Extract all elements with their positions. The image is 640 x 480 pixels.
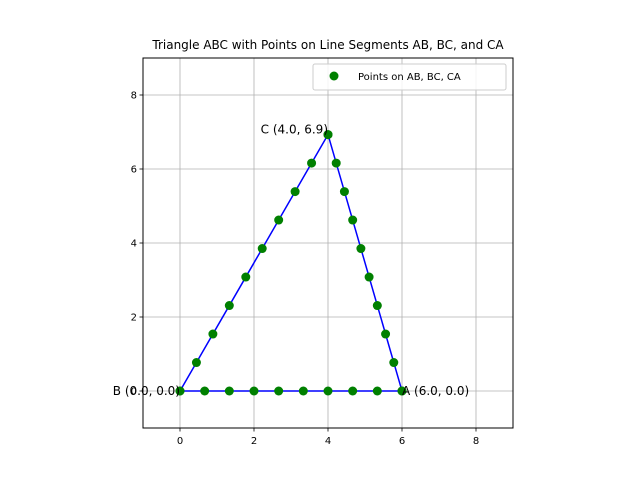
data-point	[224, 386, 234, 396]
data-point	[290, 187, 300, 197]
vertex-label-c: C (4.0, 6.9)	[261, 123, 328, 137]
x-tick-label: 2	[251, 436, 257, 447]
x-tick-label: 8	[473, 436, 479, 447]
data-point	[331, 158, 341, 168]
axis-ticks: 0 2 4 6 8 0 2 4 6 8	[131, 91, 480, 448]
data-point	[381, 329, 391, 339]
data-point	[298, 386, 308, 396]
y-tick-label: 2	[131, 313, 137, 324]
data-point	[257, 244, 267, 254]
data-point	[323, 130, 333, 140]
legend-marker	[329, 71, 339, 81]
data-point	[208, 329, 218, 339]
data-point	[175, 386, 185, 396]
data-point	[372, 301, 382, 311]
data-point	[356, 244, 366, 254]
y-tick-label: 6	[131, 165, 137, 176]
data-point	[241, 272, 251, 282]
scatter-points	[175, 130, 407, 396]
vertex-label-a: A (6.0, 0.0)	[402, 384, 469, 398]
data-point	[323, 386, 333, 396]
y-tick-label: 8	[131, 91, 137, 102]
data-point	[200, 386, 210, 396]
chart-title: Triangle ABC with Points on Line Segment…	[151, 38, 504, 52]
data-point	[274, 386, 284, 396]
data-point	[339, 187, 349, 197]
data-point	[224, 301, 234, 311]
edge-bc	[179, 134, 329, 392]
legend-box	[312, 63, 507, 91]
y-tick-label: 0	[131, 387, 137, 398]
data-point	[307, 158, 317, 168]
data-point	[389, 358, 399, 368]
triangle-edges	[179, 134, 403, 392]
legend: Points on AB, BC, CA	[312, 63, 507, 91]
data-point	[274, 215, 284, 225]
y-tick-label: 4	[131, 239, 137, 250]
data-point	[397, 386, 407, 396]
data-point	[364, 272, 374, 282]
vertex-annotations: A (6.0, 0.0) B (0.0, 0.0) C (4.0, 6.9)	[113, 123, 469, 398]
data-point	[249, 386, 259, 396]
x-tick-label: 6	[399, 436, 405, 447]
data-point	[348, 215, 358, 225]
x-tick-label: 4	[325, 436, 331, 447]
data-point	[348, 386, 358, 396]
x-tick-label: 0	[177, 436, 183, 447]
data-point	[191, 358, 201, 368]
legend-label: Points on AB, BC, CA	[358, 72, 461, 83]
edge-ca	[327, 134, 403, 392]
data-point	[372, 386, 382, 396]
vertex-label-b: B (0.0, 0.0)	[113, 384, 180, 398]
